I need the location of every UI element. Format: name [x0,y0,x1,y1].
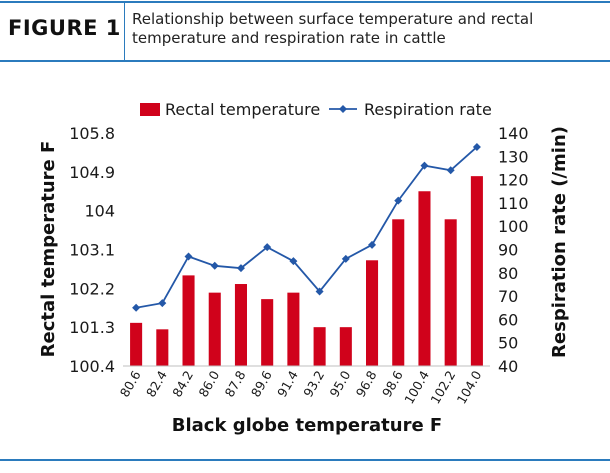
point-respiration-rate [210,261,219,270]
y-axis-title: Rectal temperature F [38,141,59,358]
bar-rectal-temperature [444,219,457,366]
y2-tick-label: 120 [498,171,529,190]
bar-rectal-temperature [418,191,431,366]
x-axis-title: Black globe temperature F [172,415,442,436]
footer-rule [0,459,610,461]
legend: Rectal temperature Respiration rate [140,100,492,119]
y2-tick-label: 90 [498,241,518,260]
legend-line-marker [339,105,347,113]
x-tick-label: 91.4 [274,368,301,400]
point-respiration-rate [368,240,377,249]
point-respiration-rate [420,161,429,170]
x-tick-label: 95.0 [327,368,354,400]
x-tick-label: 100.4 [401,368,432,407]
y2-tick-label: 140 [498,124,529,143]
x-tick-label: 98.6 [379,368,406,400]
point-respiration-rate [472,142,481,151]
y-tick-label: 102.2 [69,279,115,298]
combo-chart: Rectal temperature Respiration rate 100.… [38,100,570,436]
point-respiration-rate [132,303,141,312]
x-tick-label: 86.0 [195,368,222,400]
x-tick-label: 102.2 [427,368,458,407]
point-respiration-rate [263,243,272,252]
bar-rectal-temperature [261,299,274,366]
bar-rectal-temperature [130,322,143,366]
line-respiration-rate [135,146,478,309]
bar-rectal-temperature [339,327,352,366]
point-respiration-rate [394,196,403,205]
point-respiration-rate [315,287,324,296]
bar-rectal-temperature [234,284,247,366]
figure-header: FIGURE 1 Relationship between surface te… [0,0,610,62]
y2-tick-label: 100 [498,217,529,236]
y2-tick-label: 80 [498,264,518,283]
point-respiration-rate [236,264,245,273]
point-respiration-rate [289,257,298,266]
bar-rectal-temperature [208,292,221,366]
figure-title: Relationship between surface temperature… [132,10,534,47]
point-respiration-rate [341,254,350,263]
header-divider [124,3,125,60]
point-respiration-rate [158,299,167,308]
bar-rectal-temperature [470,176,483,366]
x-tick-label: 93.2 [300,368,327,400]
y2-tick-label: 110 [498,194,529,213]
x-tick-label: 82.4 [143,368,170,400]
y2-tick-label: 70 [498,287,518,306]
y-tick-label: 101.3 [69,318,115,337]
y2-tick-label: 60 [498,310,518,329]
header-top-rule [0,1,610,3]
y-tick-label: 105.8 [69,124,115,143]
bar-rectal-temperature [313,327,326,366]
x-tick-label: 96.8 [353,368,380,400]
x-tick-label: 89.6 [248,368,275,400]
point-respiration-rate [184,252,193,261]
figure-label: FIGURE 1 [8,16,121,40]
y-tick-label: 104 [84,202,115,221]
y-tick-label: 103.1 [69,241,115,260]
legend-bar-swatch [140,103,160,116]
header-bottom-rule [0,60,610,62]
x-tick-label: 104.0 [454,368,485,407]
bar-rectal-temperature [287,292,300,366]
y2-tick-label: 40 [498,357,518,376]
bar-rectal-temperature [366,260,379,366]
bar-rectal-temperature [392,219,405,366]
x-tick-label: 80.6 [117,368,144,400]
y2-tick-label: 50 [498,334,518,353]
x-tick-label: 87.8 [222,368,249,400]
y2-axis-title: Respiration rate (/min) [549,126,570,358]
point-respiration-rate [446,166,455,175]
legend-line-label: Respiration rate [364,100,492,119]
legend-bar-label: Rectal temperature [165,100,320,119]
y-tick-label: 100.4 [69,357,115,376]
y-tick-label: 104.9 [69,163,115,182]
x-tick-label: 84.2 [169,368,196,400]
bar-rectal-temperature [182,275,195,366]
y2-tick-label: 130 [498,147,529,166]
bar-rectal-temperature [156,329,169,366]
